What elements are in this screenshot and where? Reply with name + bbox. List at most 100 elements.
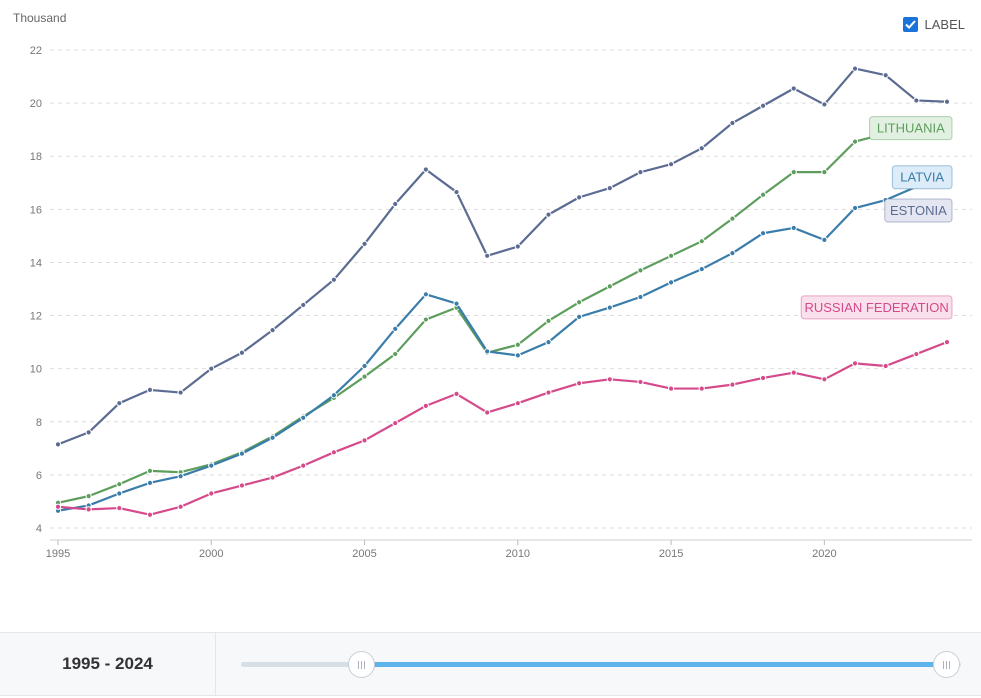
series-line-estonia xyxy=(57,67,948,446)
data-point-russian-federation xyxy=(606,376,613,383)
data-point-lithuania xyxy=(821,169,828,176)
data-point-latvia xyxy=(453,300,460,307)
data-point-russian-federation xyxy=(116,504,123,512)
data-point-estonia xyxy=(453,188,460,196)
data-point-estonia xyxy=(116,400,123,407)
data-point-estonia xyxy=(759,102,767,109)
data-point-lithuania xyxy=(576,299,583,306)
data-point-latvia xyxy=(422,291,429,298)
data-point-russian-federation xyxy=(545,389,552,396)
chart-canvas: 4 6 8 10 12 14 16 18 20 22 1995 2000 2005 2010 2015 202… xyxy=(30,45,972,560)
data-point-estonia xyxy=(422,166,429,173)
data-point-russian-federation xyxy=(85,506,92,513)
x-tick-label: 2005 xyxy=(352,548,376,560)
data-point-lithuania xyxy=(729,215,736,222)
data-point-estonia xyxy=(146,386,154,394)
data-point-estonia xyxy=(269,327,276,334)
series-line-russian-federation xyxy=(57,341,948,516)
slider-start-handle[interactable] xyxy=(348,651,375,678)
data-point-estonia xyxy=(851,65,859,72)
data-point-russian-federation xyxy=(759,374,767,382)
data-point-estonia xyxy=(729,119,736,127)
data-point-estonia xyxy=(484,252,491,259)
y-tick-label: 10 xyxy=(30,364,42,376)
x-tick-label: 2010 xyxy=(506,548,530,560)
data-point-estonia xyxy=(177,389,184,396)
data-point-lithuania xyxy=(116,481,123,488)
series-label-text: ESTONIA xyxy=(890,203,947,218)
data-point-russian-federation xyxy=(300,462,307,469)
data-point-estonia xyxy=(361,240,368,247)
data-point-estonia xyxy=(576,194,583,201)
y-tick-label: 20 xyxy=(30,98,42,110)
series-label-text: RUSSIAN FEDERATION xyxy=(804,300,948,315)
data-point-latvia xyxy=(269,434,276,441)
data-point-latvia xyxy=(484,348,491,355)
data-point-russian-federation xyxy=(269,474,276,481)
data-point-lithuania xyxy=(545,317,552,324)
series-line-latvia xyxy=(57,184,948,512)
data-point-latvia xyxy=(238,450,246,457)
data-point-estonia xyxy=(790,85,797,92)
data-point-latvia xyxy=(146,479,154,486)
y-tick-label: 22 xyxy=(30,45,42,57)
data-point-lithuania xyxy=(85,493,92,500)
label-toggle[interactable]: LABEL xyxy=(902,17,965,32)
data-point-latvia xyxy=(637,293,644,301)
data-point-russian-federation xyxy=(668,385,675,392)
data-point-russian-federation xyxy=(821,376,828,383)
y-tick-label: 6 xyxy=(36,470,42,482)
series-label-box xyxy=(800,295,953,320)
data-point-russian-federation xyxy=(882,362,889,370)
data-point-estonia xyxy=(238,349,246,356)
series-label-estonia: ESTONIA xyxy=(884,198,953,223)
series-label-box xyxy=(891,165,953,190)
data-point-lithuania xyxy=(637,267,644,274)
data-point-latvia xyxy=(576,313,583,320)
x-tick-label: 2020 xyxy=(812,548,836,560)
data-point-estonia xyxy=(514,243,521,250)
data-point-russian-federation xyxy=(790,369,797,376)
line-chart: Thousand LABEL 4 6 8 10 12 14 16 18 20 22 1995 2000… xyxy=(13,11,972,560)
data-point-lithuania xyxy=(851,138,859,145)
data-point-estonia xyxy=(913,97,920,104)
x-tick-label: 1995 xyxy=(46,548,70,560)
data-point-latvia xyxy=(116,490,123,497)
data-point-russian-federation xyxy=(238,482,246,489)
data-point-estonia xyxy=(54,441,62,448)
x-tick-label: 2015 xyxy=(659,548,683,560)
data-point-russian-federation xyxy=(208,490,215,497)
data-point-estonia xyxy=(698,145,705,152)
data-point-lithuania xyxy=(146,467,154,475)
series-label-box xyxy=(869,116,953,141)
data-point-estonia xyxy=(392,200,399,208)
series-label-latvia: LATVIA xyxy=(891,165,953,190)
data-point-latvia xyxy=(330,392,337,399)
data-point-latvia xyxy=(759,230,767,237)
data-point-latvia xyxy=(790,224,797,232)
data-point-latvia xyxy=(514,352,521,359)
year-range-slider[interactable] xyxy=(241,651,961,678)
data-point-latvia xyxy=(606,304,613,311)
data-point-lithuania xyxy=(361,373,368,380)
data-point-lithuania xyxy=(392,350,399,358)
data-point-estonia xyxy=(300,301,307,309)
data-point-estonia xyxy=(637,169,644,176)
label-checkbox[interactable] xyxy=(902,17,918,32)
data-point-lithuania xyxy=(668,252,675,259)
data-point-estonia xyxy=(821,101,828,108)
data-point-estonia xyxy=(545,211,552,218)
data-point-russian-federation xyxy=(54,503,62,510)
data-point-latvia xyxy=(851,204,859,212)
data-point-russian-federation xyxy=(146,511,154,518)
y-tick-label: 14 xyxy=(30,257,42,269)
data-point-russian-federation xyxy=(453,390,460,397)
data-point-russian-federation xyxy=(698,385,705,392)
slider-selected-range xyxy=(361,662,946,667)
y-tick-label: 12 xyxy=(30,311,42,323)
slider-end-handle[interactable] xyxy=(933,651,960,678)
series-label-lithuania: LITHUANIA xyxy=(869,116,953,141)
data-point-latvia xyxy=(177,473,184,480)
data-point-estonia xyxy=(606,184,613,192)
data-point-lithuania xyxy=(422,316,429,323)
